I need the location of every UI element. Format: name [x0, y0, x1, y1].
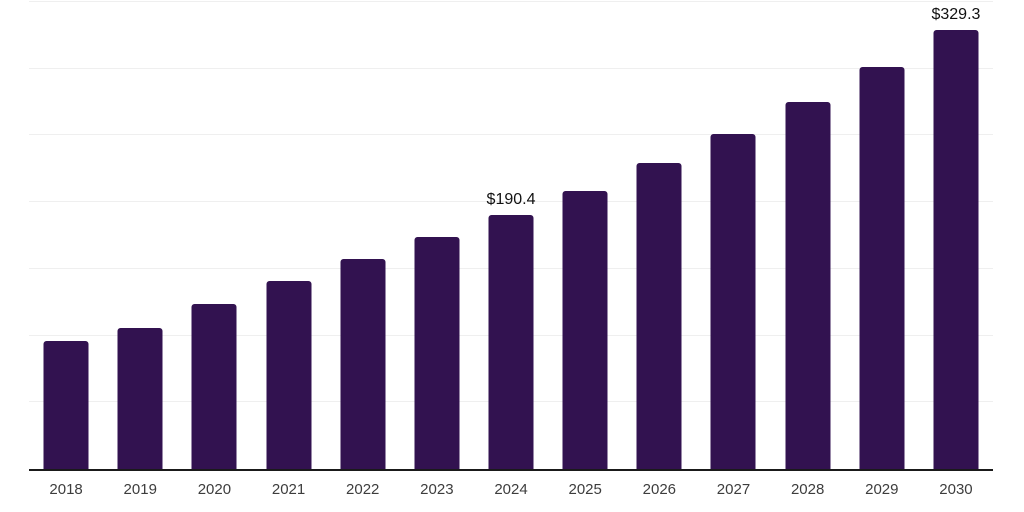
- bar-series: $190.4 $329.3: [29, 2, 993, 469]
- x-tick-label-2020: 2020: [197, 481, 232, 498]
- x-tick-label-2019: 2019: [123, 481, 157, 498]
- bar-band-2024: $190.4: [474, 2, 548, 469]
- bar-2021: [266, 280, 312, 469]
- bar-2027: [710, 134, 756, 469]
- x-tick-label-2022: 2022: [346, 481, 380, 498]
- bar-band-2028: [771, 2, 845, 469]
- x-tick-label-2027: 2027: [716, 481, 751, 498]
- x-tick-label-2029: 2029: [865, 481, 899, 498]
- bar-2022: [340, 258, 386, 469]
- bar-2026: [636, 163, 682, 469]
- plot-area: $190.4 $329.3: [29, 1, 993, 471]
- bar-2028: [785, 102, 831, 469]
- bar-band-2030: $329.3: [919, 2, 993, 469]
- bar-2020: [191, 303, 237, 469]
- bar-band-2027: [696, 2, 770, 469]
- bar-band-2029: [845, 2, 919, 469]
- bar-band-2025: [548, 2, 622, 469]
- x-tick-label-2024: 2024: [494, 481, 528, 498]
- gridline: [29, 1, 993, 2]
- gridline: [29, 67, 993, 69]
- gridline: [29, 134, 993, 136]
- bar-band-2019: [103, 2, 177, 469]
- x-tick-label-2028: 2028: [790, 481, 825, 498]
- bar-band-2026: [622, 2, 696, 469]
- bar-2030: [933, 29, 979, 469]
- x-tick-label-2030: 2030: [939, 481, 973, 498]
- x-tick-label-2021: 2021: [271, 481, 306, 498]
- bar-2023: [414, 236, 460, 469]
- data-label-2030: $329.3: [931, 6, 981, 24]
- x-tick-label-2026: 2026: [642, 481, 677, 498]
- x-tick-label-2025: 2025: [568, 481, 602, 498]
- x-tick-label-2023: 2023: [420, 481, 454, 498]
- x-tick-label-2018: 2018: [49, 481, 83, 498]
- bar-band-2022: [326, 2, 400, 469]
- x-axis-tick-labels: 2018 2019 2020 2021 2022 2023 2024 2025 2026 2027…: [29, 481, 993, 499]
- bar-band-2020: [177, 2, 251, 469]
- bar-band-2018: [29, 2, 103, 469]
- bar-2019: [117, 328, 163, 469]
- bar-2024: [488, 214, 534, 469]
- bar-2025: [562, 191, 608, 469]
- gridline: [29, 201, 993, 203]
- bar-band-2023: [400, 2, 474, 469]
- bar-2018: [43, 341, 89, 469]
- bar-2029: [859, 67, 905, 469]
- bar-band-2021: [251, 2, 325, 469]
- data-label-2024: $190.4: [486, 191, 536, 209]
